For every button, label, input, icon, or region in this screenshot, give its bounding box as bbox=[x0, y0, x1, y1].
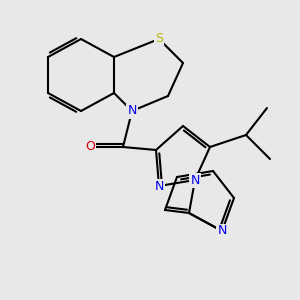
Text: N: N bbox=[217, 224, 227, 238]
Text: N: N bbox=[127, 104, 137, 118]
Text: N: N bbox=[190, 173, 200, 187]
Text: S: S bbox=[155, 32, 163, 46]
Text: N: N bbox=[154, 179, 164, 193]
Text: O: O bbox=[85, 140, 95, 154]
